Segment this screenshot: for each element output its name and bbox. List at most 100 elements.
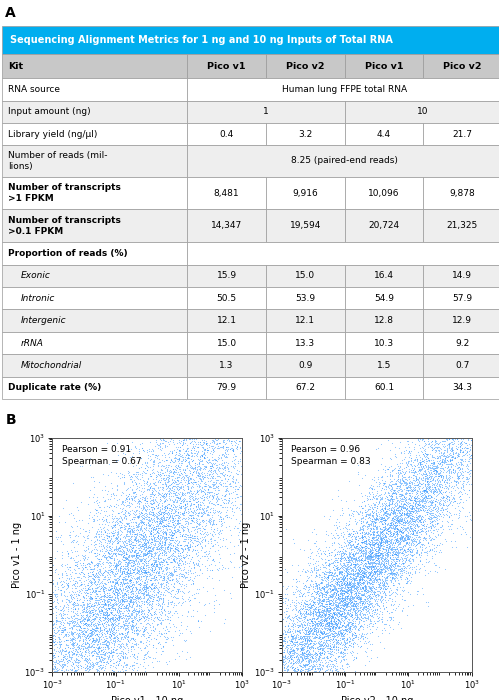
Point bbox=[115, 597, 123, 608]
Point bbox=[376, 537, 384, 548]
Point bbox=[353, 608, 361, 620]
Point bbox=[418, 500, 426, 512]
Point bbox=[376, 549, 384, 560]
Point bbox=[132, 582, 140, 594]
Point bbox=[334, 608, 342, 619]
Point bbox=[140, 533, 148, 545]
Point bbox=[432, 486, 440, 498]
Point bbox=[355, 565, 363, 576]
Point bbox=[132, 578, 140, 589]
Point bbox=[383, 606, 391, 617]
Point bbox=[160, 570, 168, 581]
Point bbox=[294, 664, 302, 676]
Point bbox=[347, 603, 355, 615]
Point bbox=[210, 490, 218, 501]
Point bbox=[281, 638, 289, 649]
Point bbox=[92, 651, 100, 662]
Point bbox=[140, 568, 148, 579]
Point bbox=[387, 575, 395, 587]
Point bbox=[95, 652, 103, 663]
Point bbox=[162, 531, 170, 542]
Point bbox=[73, 637, 81, 648]
Point bbox=[309, 650, 317, 661]
Point bbox=[282, 608, 290, 620]
Point bbox=[80, 628, 88, 639]
Point bbox=[57, 648, 65, 659]
Point bbox=[101, 526, 109, 538]
Point bbox=[165, 532, 173, 543]
Point bbox=[409, 534, 417, 545]
Point bbox=[346, 577, 354, 588]
Point bbox=[365, 560, 373, 571]
Point bbox=[319, 582, 327, 594]
Point bbox=[164, 469, 172, 480]
Point bbox=[413, 454, 421, 465]
Point bbox=[139, 587, 147, 598]
Point bbox=[451, 465, 459, 476]
Point bbox=[110, 570, 118, 582]
Point bbox=[141, 536, 149, 547]
Point bbox=[307, 625, 315, 636]
Point bbox=[305, 614, 313, 625]
Point bbox=[192, 587, 200, 598]
Point bbox=[346, 529, 354, 540]
Point bbox=[320, 568, 328, 580]
Point bbox=[121, 588, 129, 599]
Point bbox=[85, 650, 93, 661]
Point bbox=[132, 533, 140, 544]
Point bbox=[86, 629, 94, 641]
Point bbox=[340, 617, 348, 629]
Point bbox=[363, 552, 371, 563]
Point bbox=[385, 607, 393, 618]
Point bbox=[187, 473, 195, 484]
Point bbox=[312, 649, 320, 660]
Point bbox=[141, 548, 149, 559]
Point bbox=[329, 634, 337, 645]
Point bbox=[381, 563, 389, 574]
Point bbox=[156, 468, 164, 480]
Point bbox=[348, 581, 356, 592]
Point bbox=[334, 612, 342, 623]
Point bbox=[77, 497, 85, 508]
Point bbox=[348, 530, 356, 541]
Point bbox=[99, 598, 107, 609]
Point bbox=[154, 586, 162, 597]
Point bbox=[220, 517, 228, 528]
Point bbox=[181, 479, 189, 490]
Point bbox=[299, 603, 307, 614]
Point bbox=[333, 556, 341, 568]
Point bbox=[389, 538, 397, 549]
Point bbox=[106, 577, 114, 588]
Point bbox=[51, 591, 59, 602]
Point bbox=[233, 469, 241, 480]
Point bbox=[315, 608, 323, 619]
Point bbox=[192, 477, 200, 488]
Point bbox=[98, 591, 106, 602]
Point bbox=[359, 596, 367, 608]
Point bbox=[157, 612, 165, 624]
Point bbox=[380, 568, 388, 580]
Point bbox=[415, 477, 423, 489]
Point bbox=[349, 550, 357, 561]
Point bbox=[109, 625, 117, 636]
Point bbox=[320, 646, 328, 657]
Point bbox=[154, 520, 162, 531]
Point bbox=[312, 570, 320, 581]
Point bbox=[410, 473, 418, 484]
Point bbox=[387, 489, 395, 500]
Point bbox=[351, 590, 359, 601]
Point bbox=[104, 593, 112, 604]
Point bbox=[90, 635, 98, 646]
Point bbox=[385, 500, 393, 512]
Point bbox=[364, 558, 372, 569]
Point bbox=[383, 535, 391, 546]
Point bbox=[401, 493, 409, 504]
Point bbox=[142, 550, 150, 561]
Point bbox=[113, 526, 121, 538]
Point bbox=[95, 652, 103, 663]
Point bbox=[84, 614, 92, 625]
Point bbox=[89, 609, 97, 620]
Point bbox=[356, 547, 364, 559]
Point bbox=[414, 447, 422, 458]
Point bbox=[82, 575, 90, 586]
